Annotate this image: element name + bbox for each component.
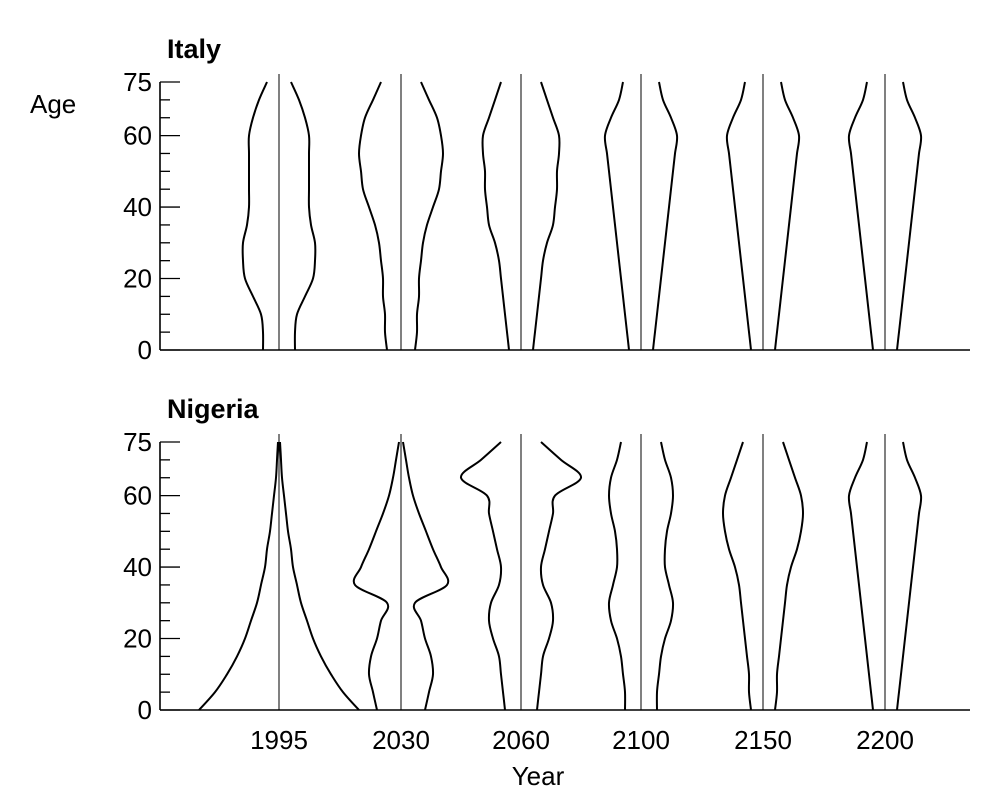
pyramid-left-nigeria-2030 [352, 441, 400, 711]
pyramid-right-italy-2100 [652, 81, 679, 351]
pyramid-left-italy-1995 [241, 81, 268, 351]
panel-title-italy: Italy [167, 34, 221, 64]
y-tick-label-nigeria: 60 [123, 481, 152, 511]
y-tick-label-italy: 20 [123, 264, 152, 294]
x-axis-title: Year [512, 761, 565, 791]
x-tick-label-1995: 1995 [250, 725, 308, 755]
y-tick-label-italy: 40 [123, 192, 152, 222]
pyramid-right-italy-2150 [774, 81, 801, 351]
x-tick-label-2060: 2060 [492, 725, 550, 755]
pyramid-right-italy-2060 [532, 81, 561, 351]
pyramid-left-italy-2150 [725, 81, 752, 351]
pyramid-left-italy-2100 [603, 81, 630, 351]
pyramid-left-italy-2030 [358, 81, 388, 351]
pyramid-right-italy-2200 [896, 81, 923, 351]
y-tick-label-italy: 0 [138, 335, 152, 365]
pyramid-left-nigeria-1995 [198, 441, 279, 711]
pyramid-left-italy-2060 [481, 81, 510, 351]
y-tick-label-nigeria: 40 [123, 552, 152, 582]
pyramid-left-nigeria-2200 [847, 441, 874, 711]
panel-title-nigeria: Nigeria [167, 394, 260, 424]
pyramid-right-italy-1995 [290, 81, 317, 351]
pyramid-right-italy-2030 [414, 81, 444, 351]
x-tick-labels: 1995 2030 2060 2100 2150 2200 [250, 725, 914, 755]
pyramid-left-nigeria-2100 [607, 441, 627, 711]
pyramid-right-nigeria-2200 [896, 441, 923, 711]
pyramid-left-italy-2200 [847, 81, 874, 351]
x-tick-label-2100: 2100 [612, 725, 670, 755]
pyramid-right-nigeria-2030 [402, 441, 450, 711]
pyramid-left-nigeria-2060 [460, 441, 506, 711]
pyramid-right-nigeria-1995 [279, 441, 360, 711]
panel-italy: Italy 0 20 40 60 75 [123, 34, 970, 365]
panel-nigeria: Nigeria 0 20 40 60 75 [123, 394, 970, 725]
pyramid-left-nigeria-2150 [722, 441, 752, 711]
pyramid-right-nigeria-2100 [655, 441, 675, 711]
y-tick-label-nigeria: 20 [123, 624, 152, 654]
pyramid-right-nigeria-2060 [536, 441, 582, 711]
y-tick-label-italy: 75 [123, 67, 152, 97]
y-tick-label-nigeria: 0 [138, 695, 152, 725]
y-tick-label-italy: 60 [123, 121, 152, 151]
y-axis-title: Age [30, 89, 76, 119]
x-tick-label-2030: 2030 [372, 725, 430, 755]
x-tick-label-2150: 2150 [734, 725, 792, 755]
x-tick-label-2200: 2200 [856, 725, 914, 755]
y-tick-label-nigeria: 75 [123, 427, 152, 457]
pyramid-right-nigeria-2150 [774, 441, 804, 711]
